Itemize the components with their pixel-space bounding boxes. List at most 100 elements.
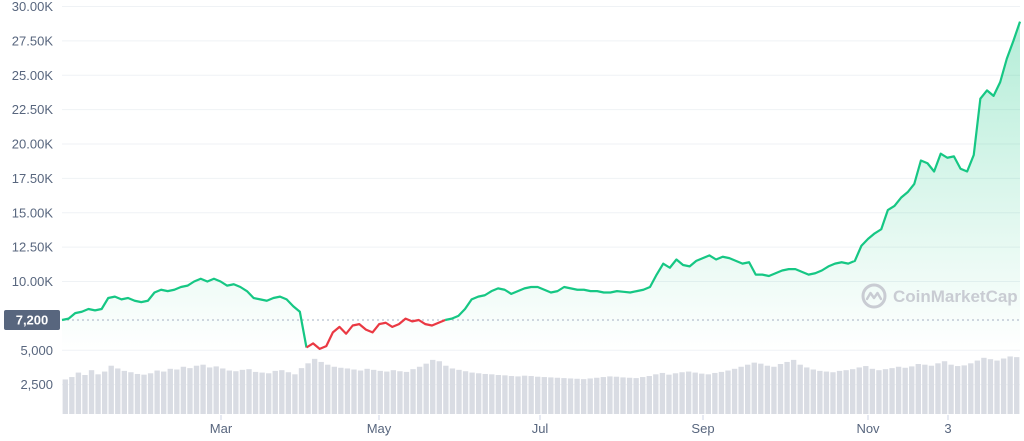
volume-bar bbox=[193, 365, 200, 414]
volume-bar bbox=[161, 371, 167, 414]
volume-bar bbox=[987, 359, 994, 414]
x-tick-label: 3 bbox=[944, 421, 951, 436]
volume-bar bbox=[101, 371, 108, 414]
volume-bar bbox=[469, 372, 475, 414]
watermark-text: CoinMarketCap bbox=[893, 287, 1018, 306]
volume-bar bbox=[246, 369, 252, 414]
y-tick-label: 27.50K bbox=[12, 33, 54, 48]
volume-bar bbox=[856, 367, 862, 414]
x-axis: Mar May Jul Sep Nov 3 bbox=[210, 415, 952, 436]
coinmarketcap-logo-wave bbox=[865, 291, 883, 301]
volume-bar bbox=[1007, 356, 1013, 414]
volume-bar bbox=[75, 372, 82, 414]
volume-bar bbox=[882, 369, 889, 414]
volume-bar bbox=[712, 372, 718, 414]
volume-bar bbox=[390, 370, 397, 414]
volume-bar bbox=[187, 368, 193, 415]
volume-bar bbox=[266, 373, 272, 414]
y-tick-label: 17.50K bbox=[12, 171, 54, 186]
volume-bar bbox=[1014, 357, 1020, 415]
y-tick-label: 10.00K bbox=[12, 274, 54, 289]
volume-bar bbox=[659, 372, 666, 414]
volume-bar bbox=[718, 371, 725, 414]
volume-bar bbox=[62, 379, 68, 414]
volume-bar bbox=[699, 373, 705, 415]
volume-bar bbox=[672, 373, 679, 414]
volume-bar bbox=[981, 357, 987, 414]
volume-bar bbox=[745, 364, 751, 414]
volume-bar bbox=[82, 375, 88, 414]
volume-bar bbox=[371, 369, 377, 414]
volume-bar bbox=[213, 366, 219, 414]
price-line-up[interactable] bbox=[61, 277, 308, 348]
baseline: 7,200 bbox=[4, 310, 1020, 330]
volume-bar bbox=[810, 369, 816, 414]
volume-bar bbox=[600, 377, 607, 414]
x-tick-label: Jul bbox=[532, 421, 549, 436]
volume-bar bbox=[416, 366, 423, 414]
volume-bar bbox=[279, 370, 285, 414]
volume-bar bbox=[252, 371, 259, 414]
volume-bar bbox=[731, 368, 738, 414]
volume-bar bbox=[180, 366, 187, 414]
volume-bar bbox=[430, 359, 436, 415]
price-area-fill bbox=[62, 21, 1020, 351]
volume-bar bbox=[95, 374, 101, 414]
volume-bar bbox=[298, 368, 305, 415]
volume-bar bbox=[305, 363, 311, 414]
x-tick-label: Mar bbox=[210, 421, 233, 436]
volume-bar bbox=[948, 364, 954, 414]
volume-bar bbox=[705, 374, 711, 414]
volume-bar bbox=[272, 370, 278, 415]
volume-bar bbox=[620, 377, 626, 414]
volume-bar bbox=[968, 363, 974, 414]
volume-bar bbox=[830, 372, 836, 414]
volume-bar bbox=[147, 373, 154, 414]
volume-bar bbox=[574, 378, 580, 414]
volume-bar bbox=[351, 369, 357, 414]
volume-bar bbox=[915, 364, 921, 414]
volume-bar bbox=[384, 371, 390, 414]
volume-bar bbox=[613, 376, 620, 414]
volume-bar bbox=[961, 365, 967, 415]
y-axis: 30.00K 27.50K 25.00K 22.50K 20.00K 17.50K 15.0… bbox=[12, 0, 54, 392]
volume-bar bbox=[541, 377, 547, 414]
volume-bar bbox=[318, 361, 324, 414]
volume-bar bbox=[462, 371, 469, 414]
volume-bar bbox=[141, 374, 147, 414]
price-line-down[interactable] bbox=[305, 317, 446, 350]
volume-bar bbox=[554, 377, 561, 414]
volume-bar bbox=[69, 377, 75, 414]
price-line-up[interactable] bbox=[444, 21, 1022, 322]
volume-bar bbox=[456, 369, 462, 414]
volume-bar bbox=[790, 359, 797, 415]
volume-bar bbox=[679, 372, 685, 414]
price-lines[interactable] bbox=[61, 21, 1022, 350]
volume-bar bbox=[344, 368, 351, 414]
volume-bar bbox=[587, 378, 593, 414]
volume-bar bbox=[285, 372, 292, 414]
y-tick-label: 25.00K bbox=[12, 68, 54, 83]
volume-bar bbox=[771, 366, 777, 414]
volume-bar bbox=[364, 368, 370, 414]
volume-bar bbox=[508, 376, 515, 414]
volume-bar bbox=[121, 370, 128, 415]
volume-bar bbox=[311, 358, 318, 414]
volume-bar bbox=[174, 369, 180, 414]
volume-bar bbox=[764, 365, 771, 414]
y-tick-label: 12.50K bbox=[12, 240, 54, 255]
volume-bar bbox=[843, 370, 849, 414]
volume-bar bbox=[502, 375, 508, 414]
volume-bar bbox=[226, 370, 232, 414]
volume-bar bbox=[836, 370, 843, 415]
volume-bar bbox=[561, 378, 567, 414]
volume-bar bbox=[154, 370, 160, 414]
volume-bar bbox=[797, 364, 803, 414]
volume-bar bbox=[804, 367, 810, 414]
volume-bar bbox=[325, 364, 331, 414]
y-tick-label: 15.00K bbox=[12, 205, 54, 220]
volume-bar bbox=[954, 366, 961, 414]
volume-bar bbox=[403, 371, 410, 414]
volume-bar bbox=[974, 360, 981, 414]
